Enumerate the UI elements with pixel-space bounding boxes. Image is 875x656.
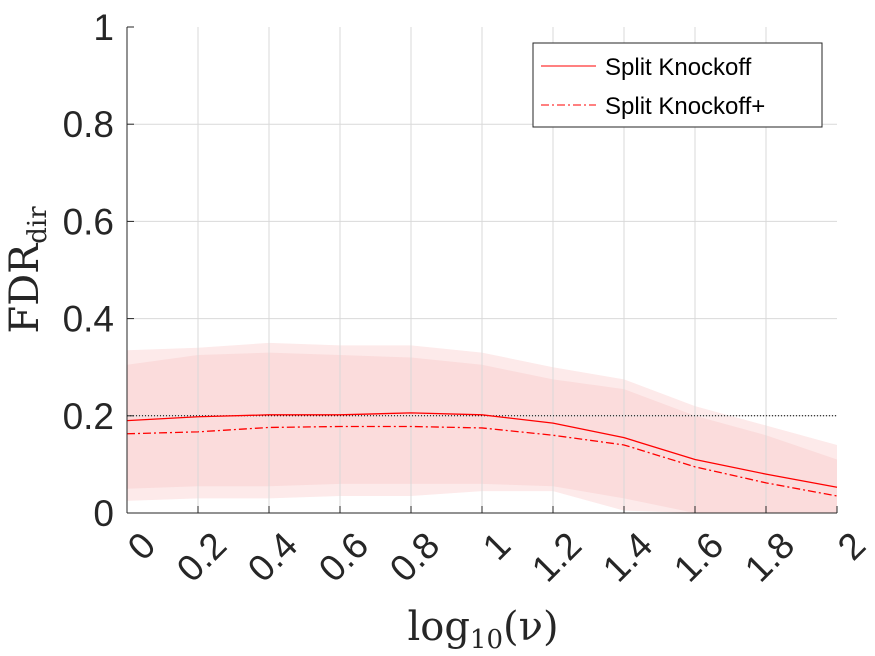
series-lines (126, 412, 838, 497)
y-tick-label: 0.2 (63, 396, 114, 437)
y-tick-labels: 0 0.2 0.4 0.6 0.8 1 (63, 7, 114, 534)
y-tick-label: 0.4 (63, 299, 114, 340)
x-axis-title: log10(ν) (407, 604, 558, 655)
y-tick-label: 0 (93, 493, 114, 534)
y-axis-title: FDRdir (2, 206, 53, 334)
series-line-split-knockoff (126, 412, 838, 488)
series-line-split-knockoff-plus (126, 425, 838, 497)
axes (126, 26, 838, 514)
legend-label-split-knockoff-plus: Split Knockoff+ (605, 93, 765, 120)
y-tick-label: 0.8 (63, 104, 114, 145)
y-tick-label: 1 (93, 7, 114, 48)
legend: Split Knockoff Split Knockoff+ (532, 42, 823, 128)
legend-box (532, 42, 823, 128)
legend-label-split-knockoff: Split Knockoff (605, 54, 752, 81)
y-tick-label: 0.6 (63, 201, 114, 242)
